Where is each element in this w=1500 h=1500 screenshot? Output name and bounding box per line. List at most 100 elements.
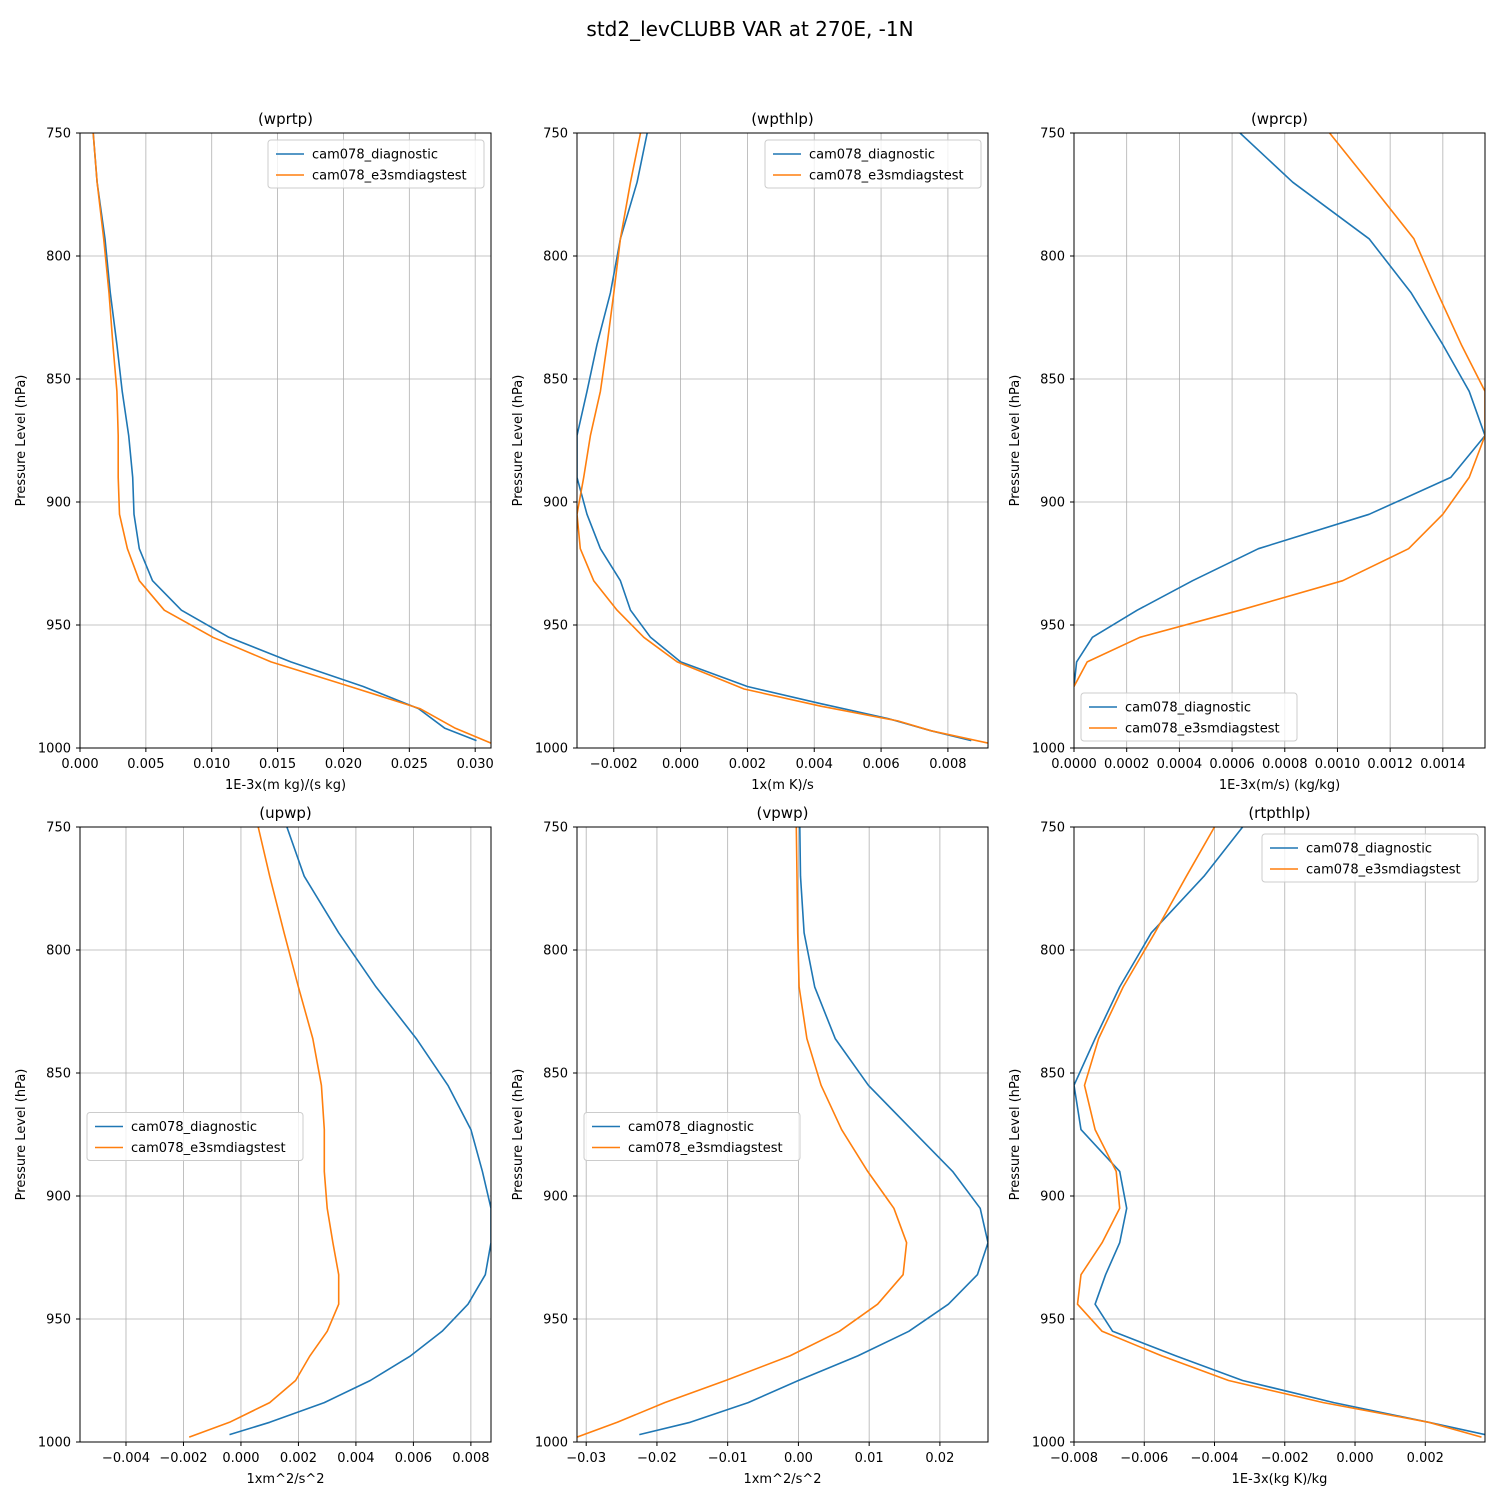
series-line-cam078_e3smdiagstest [1074, 133, 1485, 687]
x-tick-label: 0.0000 [1051, 757, 1097, 772]
subplot-title: (rtpthlp) [1248, 804, 1310, 822]
legend-box [267, 139, 485, 189]
x-tick-label: 0.004 [337, 1451, 374, 1466]
series-line-cam078_e3smdiagstest [577, 133, 988, 744]
y-tick-label: 800 [1040, 250, 1065, 265]
axes-frame [79, 132, 492, 749]
x-tick-label: −0.006 [1120, 1451, 1168, 1466]
y-tick-label: 900 [543, 1190, 568, 1205]
y-tick-label: 800 [543, 944, 568, 959]
legend-box [1080, 692, 1298, 742]
subplot-2: −0.002 0.000 0.002 0.004 0.006 0.008 750 800 850… [511, 110, 989, 793]
x-tick-label: 0.0014 [1420, 757, 1466, 772]
series-group [577, 827, 988, 1438]
x-tick-label: 0.000 [222, 1451, 259, 1466]
x-tick-label: 0.00 [784, 1451, 813, 1466]
y-axis-label: Pressure Level (hPa) [14, 375, 29, 507]
y-tick-label: 950 [46, 619, 71, 634]
x-tick-label: 0.002 [280, 1451, 317, 1466]
y-tick-label: 1000 [1032, 742, 1065, 757]
y-tick-label: 900 [1040, 496, 1065, 511]
legend-label: cam078_e3smdiagstest [1125, 722, 1280, 737]
y-tick-label: 900 [543, 496, 568, 511]
x-axis-label: 1E-3x(kg K)/kg [1232, 1472, 1328, 1487]
x-tick-label: 0.025 [391, 757, 428, 772]
x-tick-label: 0.002 [729, 757, 766, 772]
legend-label: cam078_e3smdiagstest [312, 169, 467, 184]
x-tick-label: −0.01 [708, 1451, 748, 1466]
series-line-cam078_diagnostic [577, 133, 972, 742]
y-tick-label: 750 [46, 821, 71, 836]
x-tick-label: −0.002 [159, 1451, 207, 1466]
y-tick-label: 850 [543, 1067, 568, 1082]
legend-box [86, 1112, 304, 1161]
subplot-title: (wprcp) [1251, 110, 1308, 128]
y-tick-label: 1000 [535, 742, 568, 757]
legend-label: cam078_diagnostic [1306, 842, 1432, 857]
x-tick-label: 0.000 [61, 757, 98, 772]
legend-label: cam078_diagnostic [312, 148, 438, 163]
series-group [577, 133, 988, 744]
x-tick-label: 0.008 [929, 757, 966, 772]
y-axis-label: Pressure Level (hPa) [511, 375, 526, 507]
series-group [1074, 133, 1485, 687]
subplot-5: −0.03 −0.02 −0.01 0.00 0.01 0.02 750 800 850 900 9… [511, 804, 989, 1487]
subplot-4: −0.004 −0.002 0.000 0.002 0.004 0.006 0.008 750… [14, 804, 492, 1487]
x-tick-label: 0.0006 [1209, 757, 1255, 772]
x-tick-label: 0.01 [855, 1451, 884, 1466]
y-tick-label: 950 [1040, 619, 1065, 634]
subplot-title: (vpwp) [757, 804, 809, 822]
x-tick-label: −0.008 [1050, 1451, 1098, 1466]
y-tick-label: 1000 [1032, 1436, 1065, 1451]
x-tick-label: −0.02 [637, 1451, 677, 1466]
series-line-cam078_diagnostic [229, 827, 491, 1436]
y-tick-label: 950 [46, 1313, 71, 1328]
x-tick-label: 0.008 [452, 1451, 489, 1466]
y-tick-label: 800 [1040, 944, 1065, 959]
x-axis-label: 1E-3x(m/s) (kg/kg) [1219, 778, 1340, 793]
x-tick-label: 0.0010 [1315, 757, 1361, 772]
y-tick-label: 1000 [535, 1436, 568, 1451]
legend-label: cam078_diagnostic [1125, 701, 1251, 716]
y-tick-label: 800 [46, 250, 71, 265]
legend: cam078_diagnostic cam078_e3smdiagstest [1080, 692, 1298, 742]
subplot-title: (wpthlp) [751, 110, 814, 128]
subplot-6: −0.008 −0.006 −0.004 −0.002 0.000 0.002 750 800… [1008, 804, 1486, 1487]
legend: cam078_diagnostic cam078_e3smdiagstest [86, 1112, 304, 1161]
x-tick-label: −0.002 [590, 757, 638, 772]
y-tick-label: 1000 [38, 1436, 71, 1451]
x-tick-label: 0.030 [457, 757, 494, 772]
y-axis-label: Pressure Level (hPa) [511, 1069, 526, 1201]
series-line-cam078_e3smdiagstest [577, 827, 908, 1438]
y-tick-label: 750 [1040, 821, 1065, 836]
y-tick-label: 850 [543, 373, 568, 388]
subplot-grid: 0.000 0.005 0.010 0.015 0.020 0.025 0.030 750 80… [14, 110, 1486, 1487]
y-tick-label: 750 [1040, 127, 1065, 142]
x-tick-label: 0.0008 [1262, 757, 1308, 772]
x-tick-label: 0.005 [127, 757, 164, 772]
y-tick-label: 900 [46, 1190, 71, 1205]
x-tick-label: −0.004 [102, 1451, 150, 1466]
y-tick-label: 800 [46, 944, 71, 959]
x-tick-label: −0.03 [566, 1451, 606, 1466]
series-line-cam078_diagnostic [639, 827, 988, 1436]
x-tick-label: 0.02 [925, 1451, 954, 1466]
series-line-cam078_e3smdiagstest [92, 133, 491, 744]
x-tick-label: 0.002 [1407, 1451, 1444, 1466]
legend-label: cam078_e3smdiagstest [809, 169, 964, 184]
x-tick-label: 0.010 [193, 757, 230, 772]
legend: cam078_diagnostic cam078_e3smdiagstest [583, 1112, 801, 1161]
legend-label: cam078_e3smdiagstest [131, 1141, 286, 1156]
y-tick-label: 800 [543, 250, 568, 265]
x-tick-label: 0.015 [259, 757, 296, 772]
series-line-cam078_diagnostic [1074, 133, 1485, 687]
subplot-1: 0.000 0.005 0.010 0.015 0.020 0.025 0.030 750 80… [14, 110, 494, 793]
axes-frame [79, 826, 492, 1443]
x-axis-label: 1x(m K)/s [751, 778, 814, 793]
x-tick-label: 0.0004 [1157, 757, 1203, 772]
subplot-title: (wprtp) [258, 110, 313, 128]
x-tick-label: 0.0002 [1104, 757, 1150, 772]
x-tick-label: −0.002 [1261, 1451, 1309, 1466]
y-tick-label: 950 [543, 619, 568, 634]
y-tick-label: 750 [543, 821, 568, 836]
